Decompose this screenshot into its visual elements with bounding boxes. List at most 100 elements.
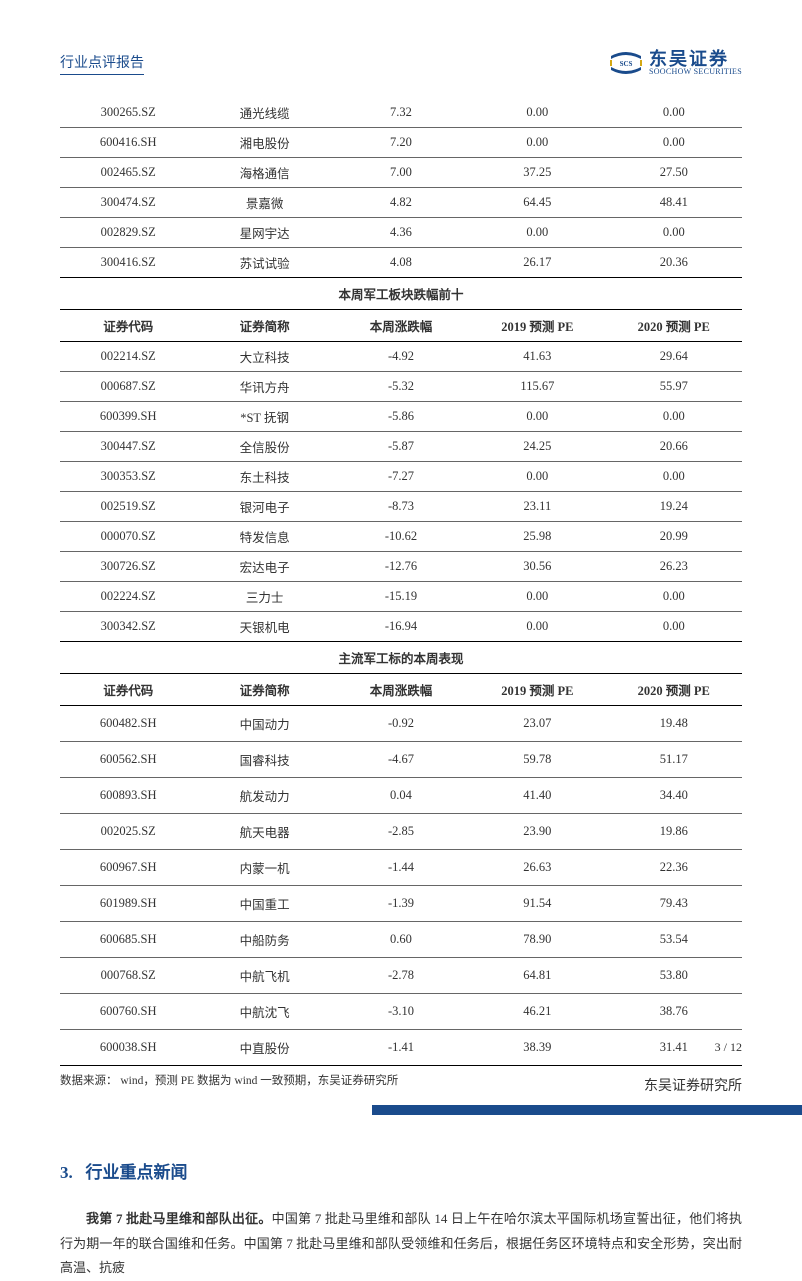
cell-pe20: 0.00 — [606, 128, 742, 158]
cell-name: 银河电子 — [196, 492, 332, 522]
table-row: 002224.SZ三力士-15.190.000.00 — [60, 582, 742, 612]
decliners-section-title: 本周军工板块跌幅前十 — [60, 278, 742, 310]
cell-code: 002214.SZ — [60, 342, 196, 372]
cell-pe20: 29.64 — [606, 342, 742, 372]
cell-chg: -5.86 — [333, 402, 469, 432]
cell-pe19: 41.63 — [469, 342, 605, 372]
cell-name: 中船防务 — [196, 922, 332, 958]
source-note: 数据来源： wind，预测 PE 数据为 wind 一致预期，东吴证券研究所 — [60, 1072, 742, 1088]
cell-pe19: 78.90 — [469, 922, 605, 958]
cell-chg: -15.19 — [333, 582, 469, 612]
table-row: 600482.SH中国动力-0.9223.0719.48 — [60, 706, 742, 742]
table-header-row: 证券代码 证券简称 本周涨跌幅 2019 预测 PE 2020 预测 PE — [60, 674, 742, 706]
cell-pe20: 19.86 — [606, 814, 742, 850]
table-row: 002465.SZ海格通信7.0037.2527.50 — [60, 158, 742, 188]
cell-pe20: 20.66 — [606, 432, 742, 462]
cell-pe19: 37.25 — [469, 158, 605, 188]
col-pe20: 2020 预测 PE — [606, 310, 742, 342]
cell-pe20: 38.76 — [606, 994, 742, 1030]
cell-chg: -5.32 — [333, 372, 469, 402]
cell-chg: -16.94 — [333, 612, 469, 642]
table-header-row: 证券代码 证券简称 本周涨跌幅 2019 预测 PE 2020 预测 PE — [60, 310, 742, 342]
table-row: 600562.SH国睿科技-4.6759.7851.17 — [60, 742, 742, 778]
table-row: 300416.SZ苏试试验4.0826.1720.36 — [60, 248, 742, 278]
table-row: 300353.SZ东土科技-7.270.000.00 — [60, 462, 742, 492]
cell-code: 600399.SH — [60, 402, 196, 432]
cell-name: 大立科技 — [196, 342, 332, 372]
cell-chg: -4.67 — [333, 742, 469, 778]
cell-code: 600967.SH — [60, 850, 196, 886]
cell-code: 002025.SZ — [60, 814, 196, 850]
table-row: 002519.SZ银河电子-8.7323.1119.24 — [60, 492, 742, 522]
cell-pe19: 59.78 — [469, 742, 605, 778]
cell-pe20: 34.40 — [606, 778, 742, 814]
cell-chg: -8.73 — [333, 492, 469, 522]
cell-pe20: 53.54 — [606, 922, 742, 958]
cell-pe20: 79.43 — [606, 886, 742, 922]
cell-pe19: 24.25 — [469, 432, 605, 462]
cell-pe20: 27.50 — [606, 158, 742, 188]
col-pe20: 2020 预测 PE — [606, 674, 742, 706]
page-header: 行业点评报告 SCS 东吴证券 SOOCHOW SECURITIES — [60, 50, 742, 76]
cell-chg: -12.76 — [333, 552, 469, 582]
cell-pe19: 23.90 — [469, 814, 605, 850]
cell-pe20: 51.17 — [606, 742, 742, 778]
cell-code: 000687.SZ — [60, 372, 196, 402]
cell-name: 通光线缆 — [196, 98, 332, 128]
cell-chg: 4.82 — [333, 188, 469, 218]
table-row: 600760.SH中航沈飞-3.1046.2138.76 — [60, 994, 742, 1030]
mainstream-section-title: 主流军工标的本周表现 — [60, 642, 742, 674]
cell-name: 中航飞机 — [196, 958, 332, 994]
cell-code: 300265.SZ — [60, 98, 196, 128]
cell-code: 300447.SZ — [60, 432, 196, 462]
cell-name: 特发信息 — [196, 522, 332, 552]
cell-code: 300342.SZ — [60, 612, 196, 642]
cell-chg: 4.08 — [333, 248, 469, 278]
cell-chg: 7.20 — [333, 128, 469, 158]
col-pe19: 2019 预测 PE — [469, 674, 605, 706]
cell-name: 中航沈飞 — [196, 994, 332, 1030]
table-row: 300474.SZ景嘉微4.8264.4548.41 — [60, 188, 742, 218]
col-change: 本周涨跌幅 — [333, 310, 469, 342]
cell-name: 景嘉微 — [196, 188, 332, 218]
col-name: 证券简称 — [196, 310, 332, 342]
logo-text-en: SOOCHOW SECURITIES — [649, 68, 742, 76]
logo-text-cn: 东吴证券 — [649, 50, 742, 68]
cell-name: 苏试试验 — [196, 248, 332, 278]
cell-code: 002224.SZ — [60, 582, 196, 612]
cell-chg: -1.39 — [333, 886, 469, 922]
cell-pe20: 0.00 — [606, 98, 742, 128]
company-logo: SCS 东吴证券 SOOCHOW SECURITIES — [609, 50, 742, 76]
cell-pe19: 41.40 — [469, 778, 605, 814]
col-code: 证券代码 — [60, 310, 196, 342]
cell-pe19: 91.54 — [469, 886, 605, 922]
page-number: 3 / 12 — [715, 1040, 742, 1055]
cell-pe20: 55.97 — [606, 372, 742, 402]
section-number: 3. — [60, 1163, 73, 1182]
cell-name: 星网宇达 — [196, 218, 332, 248]
cell-code: 002465.SZ — [60, 158, 196, 188]
cell-code: 600685.SH — [60, 922, 196, 958]
cell-code: 600038.SH — [60, 1030, 196, 1066]
cell-pe19: 23.07 — [469, 706, 605, 742]
cell-pe19: 25.98 — [469, 522, 605, 552]
cell-pe20: 0.00 — [606, 612, 742, 642]
cell-pe19: 0.00 — [469, 582, 605, 612]
table-row: 300726.SZ宏达电子-12.7630.5626.23 — [60, 552, 742, 582]
cell-pe20: 0.00 — [606, 218, 742, 248]
cell-pe19: 26.17 — [469, 248, 605, 278]
cell-name: 华讯方舟 — [196, 372, 332, 402]
cell-chg: -1.41 — [333, 1030, 469, 1066]
table-row: 000070.SZ特发信息-10.6225.9820.99 — [60, 522, 742, 552]
cell-pe19: 64.81 — [469, 958, 605, 994]
cell-code: 601989.SH — [60, 886, 196, 922]
cell-pe20: 20.99 — [606, 522, 742, 552]
table-row: 002829.SZ星网宇达4.360.000.00 — [60, 218, 742, 248]
cell-pe20: 48.41 — [606, 188, 742, 218]
news-lead: 我第 7 批赴马里维和部队出征。 — [86, 1211, 272, 1226]
cell-pe19: 64.45 — [469, 188, 605, 218]
col-pe19: 2019 预测 PE — [469, 310, 605, 342]
cell-chg: -3.10 — [333, 994, 469, 1030]
cell-name: 中直股份 — [196, 1030, 332, 1066]
cell-pe19: 46.21 — [469, 994, 605, 1030]
